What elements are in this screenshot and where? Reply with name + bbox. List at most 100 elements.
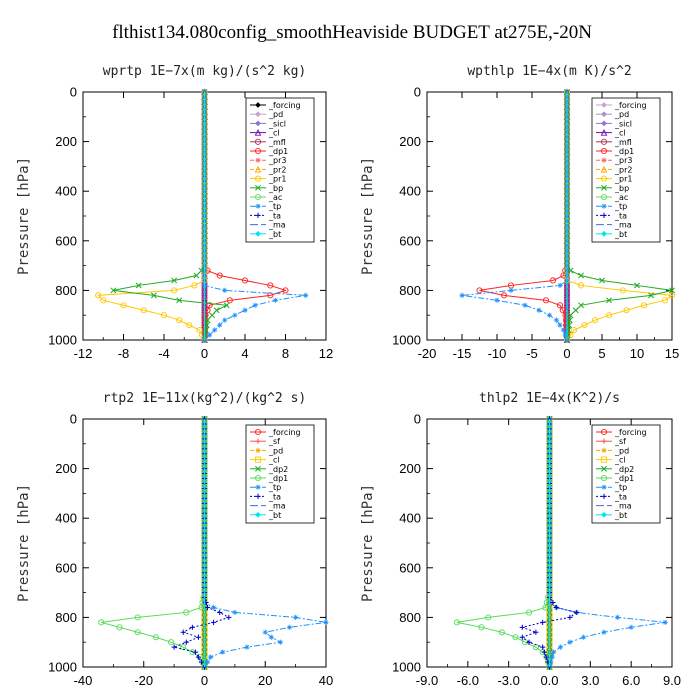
data-point <box>168 639 175 646</box>
legend-entry: _sicl <box>268 119 286 128</box>
legend-entry: _cl <box>268 129 280 138</box>
data-point <box>140 307 147 314</box>
legend-marker <box>255 484 261 490</box>
data-point <box>176 297 183 304</box>
data-point <box>134 629 141 636</box>
data-point <box>540 644 546 650</box>
legend-marker <box>601 111 607 118</box>
y-tick-label: 200 <box>55 134 77 149</box>
legend-marker <box>255 157 261 163</box>
data-point <box>668 292 676 299</box>
y-tick-label: 200 <box>399 461 421 476</box>
legend-marker <box>601 465 607 472</box>
legend-entry: _bt <box>268 511 281 520</box>
data-point <box>120 302 127 309</box>
data-point <box>198 659 205 665</box>
data-point <box>498 629 505 636</box>
y-tick-label: 0 <box>70 85 77 100</box>
data-point <box>662 619 668 625</box>
legend-marker <box>600 193 608 201</box>
y-tick-label: 600 <box>399 560 421 575</box>
data-point <box>100 297 107 304</box>
x-tick-label: -10 <box>488 346 507 361</box>
legend-entry: _pr3 <box>614 156 632 165</box>
series-line <box>97 92 205 341</box>
data-point <box>277 639 284 645</box>
legend-entry: _cl <box>614 129 626 138</box>
data-point <box>110 287 117 294</box>
series-dp1 <box>453 415 553 671</box>
legend-entry: _forcing <box>614 428 647 437</box>
data-point <box>572 307 579 314</box>
data-point <box>204 604 211 611</box>
data-point <box>116 624 123 631</box>
x-tick-label: 20 <box>258 673 272 688</box>
legend-marker <box>255 203 261 209</box>
legend-entry: _bt <box>268 230 281 239</box>
y-tick-label: 200 <box>399 134 421 149</box>
legend-entry: _mfl <box>268 138 286 147</box>
y-tick-label: 800 <box>55 283 77 298</box>
legend-entry: _ma <box>614 221 632 230</box>
data-point <box>134 614 141 621</box>
data-point <box>557 282 563 289</box>
x-tick-label: -6.0 <box>457 673 479 688</box>
x-tick-label: 0 <box>563 346 570 361</box>
data-point <box>661 297 669 304</box>
y-axis-label: Pressure [hPa] <box>360 157 376 275</box>
data-point <box>478 624 485 631</box>
y-tick-label: 600 <box>399 233 421 248</box>
data-point <box>171 644 177 650</box>
data-point <box>648 292 654 299</box>
data-point <box>519 634 525 640</box>
legend-marker <box>601 493 607 499</box>
legend-marker <box>254 474 262 482</box>
legend-entry: _ta <box>268 492 281 501</box>
y-tick-label: 0 <box>70 412 77 427</box>
data-point <box>542 297 550 304</box>
legend: _forcing_pd_sicl_cl_mfl_dp1_pr3_pr2_pr1_… <box>245 97 315 243</box>
data-point <box>476 287 483 294</box>
y-tick-label: 1000 <box>48 333 77 348</box>
data-point <box>522 302 528 308</box>
legend-marker <box>600 428 608 436</box>
legend-entry: _ac <box>268 193 282 202</box>
chart-panel-bottom-left: rtp2 1E−11x(kg^2)/(kg^2 s) Pressure [hPa]… <box>16 391 333 688</box>
legend-entry: _dp1 <box>614 147 634 156</box>
data-point <box>186 322 193 329</box>
data-point <box>526 639 532 645</box>
data-point <box>189 624 195 630</box>
legend-entry: _forcing <box>268 428 301 437</box>
data-point <box>222 317 228 323</box>
data-point <box>222 287 228 293</box>
legend-entry: _dp2 <box>614 465 634 474</box>
legend-marker <box>255 111 261 118</box>
data-point <box>549 654 555 660</box>
legend-marker <box>601 438 607 444</box>
y-tick-label: 800 <box>55 610 77 625</box>
data-point <box>152 634 159 641</box>
data-point <box>542 604 549 611</box>
data-point <box>557 322 563 328</box>
series-group <box>459 88 676 344</box>
data-point <box>204 317 211 324</box>
data-point <box>286 624 293 630</box>
legend-entry: _pr2 <box>268 165 286 174</box>
data-point <box>526 609 533 616</box>
legend-entry: _bt <box>614 230 627 239</box>
legend-entry: _pr3 <box>268 156 286 165</box>
data-point <box>212 327 218 333</box>
legend-entry: _pr1 <box>268 175 286 184</box>
data-point <box>267 292 274 299</box>
y-axis-label: Pressure [hPa] <box>16 157 32 275</box>
data-point <box>183 639 189 645</box>
data-point <box>242 307 248 313</box>
x-tick-label: -5 <box>526 346 538 361</box>
legend-entry: _sf <box>614 437 626 446</box>
data-point <box>252 302 258 308</box>
data-point <box>206 302 213 309</box>
data-point <box>216 272 223 279</box>
series-group <box>95 88 309 344</box>
legend-marker <box>254 138 262 145</box>
data-point <box>191 282 198 289</box>
